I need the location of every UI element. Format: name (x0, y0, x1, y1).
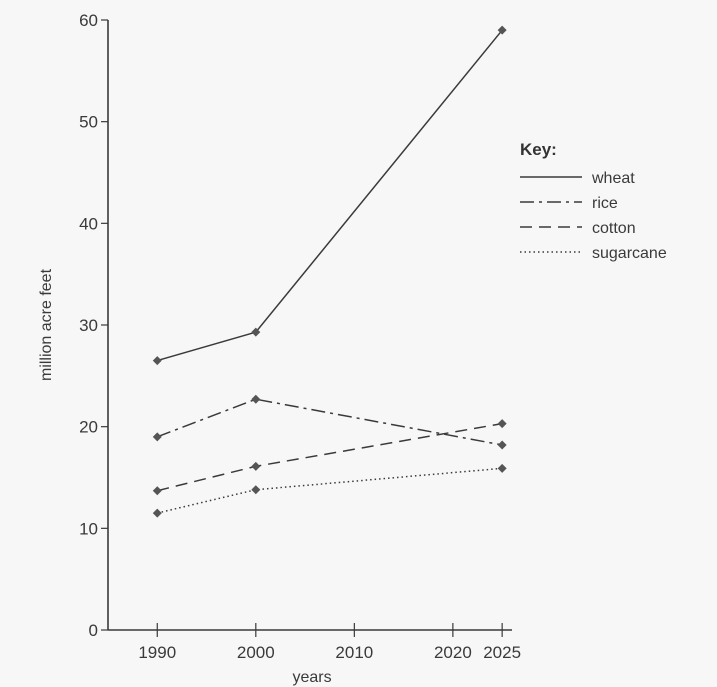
legend-label-rice: rice (592, 195, 618, 212)
data-point-rice (497, 440, 507, 450)
plot-area: 0 10 20 30 40 50 60 1990 2000 2010 2020 2025 (79, 11, 521, 662)
x-tick-label: 2000 (237, 643, 275, 662)
series-line-rice (157, 398, 503, 446)
y-tick-label: 60 (79, 11, 98, 30)
legend-label-wheat: wheat (591, 170, 635, 187)
y-tick-label: 50 (79, 113, 98, 132)
data-point-rice (251, 394, 261, 404)
data-point-sugarcane (152, 508, 162, 518)
series-group (152, 25, 507, 518)
x-tick-label: 2020 (434, 643, 472, 662)
legend-title: Key: (520, 140, 557, 159)
x-tick-label: 1990 (138, 643, 176, 662)
y-tick-label: 0 (89, 621, 98, 640)
legend-label-cotton: cotton (592, 220, 636, 237)
y-axis-label: million acre feet (38, 268, 55, 381)
data-point-cotton (251, 461, 261, 471)
x-tick-label: 2010 (335, 643, 373, 662)
data-point-sugarcane (497, 463, 507, 473)
data-point-cotton (152, 486, 162, 496)
data-point-wheat (152, 356, 162, 366)
series-line-wheat (157, 29, 503, 362)
x-tick-label: 2025 (483, 643, 521, 662)
series-line-cotton (157, 422, 503, 492)
legend-label-sugarcane: sugarcane (592, 245, 667, 262)
y-tick-label: 10 (79, 519, 98, 538)
y-ticks: 0 10 20 30 40 50 60 (79, 11, 108, 640)
legend: Key: wheat rice cotton sugarcane (520, 140, 667, 262)
y-tick-label: 30 (79, 316, 98, 335)
data-point-wheat (251, 327, 261, 337)
data-point-sugarcane (251, 485, 261, 495)
data-point-wheat (497, 25, 507, 35)
y-tick-label: 40 (79, 214, 98, 233)
series-line-sugarcane (157, 467, 503, 514)
x-ticks: 1990 2000 2010 2020 2025 (138, 623, 521, 662)
data-point-cotton (497, 419, 507, 429)
x-axis-label: years (292, 669, 331, 686)
data-point-rice (152, 432, 162, 442)
y-tick-label: 20 (79, 418, 98, 437)
